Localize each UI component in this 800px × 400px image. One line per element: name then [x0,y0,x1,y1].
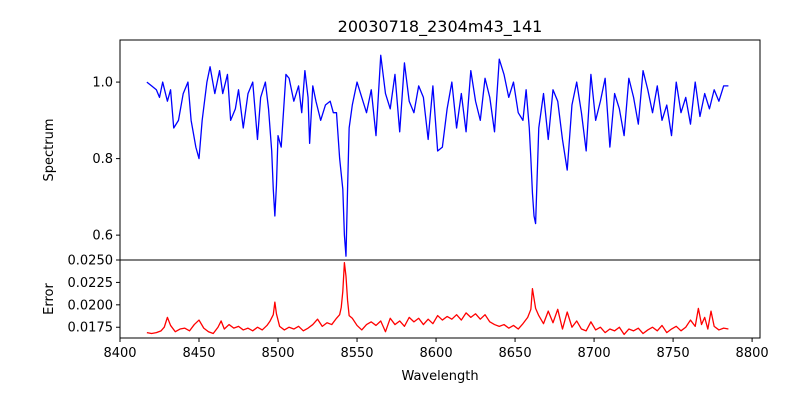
error-y-axis-label: Error [42,283,57,315]
x-axis-label: Wavelength [401,369,478,384]
spectrum-y-tick-label: 1.0 [92,76,113,91]
error-x-ticks: 8400 8450 8500 8550 8600 8650 8700 8750 8800 [103,338,769,361]
error-y-tick-label: 0.0225 [68,276,114,291]
x-tick-label: 8700 [578,346,611,361]
x-tick-label: 8550 [340,346,373,361]
error-axes-frame [119,259,761,339]
figure-title: 20030718_2304m43_141 [338,17,543,37]
error-y-ticks: 0.0175 0.0200 0.0225 0.0250 [68,254,120,336]
x-tick-label: 8750 [657,346,690,361]
error-line-layer [146,262,729,336]
spectrum-y-tick-label: 0.6 [92,229,113,244]
spectrum-y-tick-label: 0.8 [92,152,113,167]
spectrum-line-layer [146,54,729,257]
x-tick-label: 8400 [103,346,136,361]
x-tick-label: 8600 [420,346,453,361]
error-y-tick-label: 0.0250 [68,254,114,269]
spectrum-series-line [146,54,729,257]
x-tick-label: 8500 [261,346,294,361]
error-y-tick-label: 0.0175 [68,321,114,336]
x-tick-label: 8450 [182,346,215,361]
error-panel: 0.0175 0.0200 0.0225 0.0250 8400 8450 8500 855… [42,254,769,385]
error-y-tick-label: 0.0200 [68,298,114,313]
x-tick-label: 8800 [736,346,769,361]
spectrum-y-axis-label: Spectrum [42,119,57,182]
x-tick-label: 8650 [499,346,532,361]
spectrum-y-ticks: 0.6 0.8 1.0 [92,76,120,244]
error-series-line [146,262,729,336]
